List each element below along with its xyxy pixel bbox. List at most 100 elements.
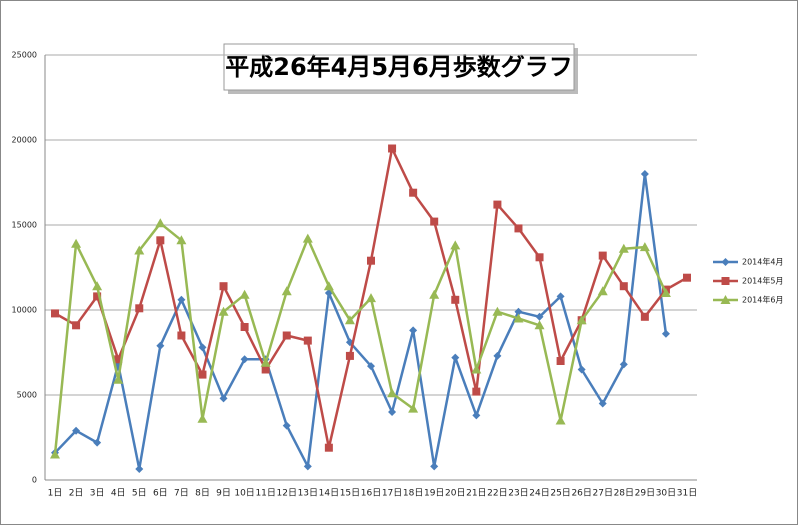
marker xyxy=(281,286,292,296)
x-tick-label: 24日 xyxy=(529,488,549,499)
y-tick-label: 0 xyxy=(32,476,37,485)
y-tick-label: 10000 xyxy=(12,306,37,315)
marker xyxy=(721,277,730,285)
marker xyxy=(177,295,186,304)
marker xyxy=(556,292,565,301)
marker xyxy=(471,364,482,374)
x-tick-label: 17日 xyxy=(382,488,402,499)
marker xyxy=(218,306,229,316)
marker xyxy=(135,304,144,313)
marker xyxy=(156,236,165,245)
marker xyxy=(261,365,270,374)
marker xyxy=(409,188,418,197)
legend-label: 2014年6月 xyxy=(742,295,783,305)
marker xyxy=(50,449,60,459)
marker xyxy=(721,258,730,266)
marker xyxy=(472,387,481,396)
marker xyxy=(640,170,649,178)
marker xyxy=(177,331,186,340)
x-tick-label: 12日 xyxy=(277,488,297,499)
marker xyxy=(240,323,249,331)
marker xyxy=(282,421,291,430)
marker xyxy=(660,288,671,297)
marker xyxy=(493,200,502,209)
marker xyxy=(619,360,628,369)
marker xyxy=(534,320,545,330)
x-tick-label: 22日 xyxy=(487,488,507,499)
x-tick-label: 23日 xyxy=(508,488,528,499)
marker xyxy=(576,315,587,325)
x-tick-label: 5日 xyxy=(132,488,147,499)
y-tick-label: 5000 xyxy=(17,391,37,400)
marker xyxy=(239,289,250,299)
marker xyxy=(598,251,607,260)
marker xyxy=(155,218,166,228)
marker xyxy=(135,464,144,473)
x-tick-label: 10日 xyxy=(234,488,254,499)
legend-label: 2014年4月 xyxy=(742,257,783,267)
marker xyxy=(219,282,228,291)
marker xyxy=(198,343,207,352)
marker xyxy=(93,292,102,301)
marker xyxy=(92,281,103,291)
marker xyxy=(429,289,440,299)
x-tick-label: 29日 xyxy=(635,488,655,499)
series-line xyxy=(54,172,668,471)
marker xyxy=(366,293,376,303)
x-tick-label: 13日 xyxy=(298,488,318,499)
x-tick-label: 9日 xyxy=(216,488,231,499)
x-tick-label: 4日 xyxy=(111,488,126,499)
marker xyxy=(219,394,228,403)
marker xyxy=(323,281,334,291)
marker xyxy=(324,443,333,452)
marker xyxy=(302,233,313,243)
marker xyxy=(409,326,418,335)
marker xyxy=(720,295,731,304)
x-tick-label: 21日 xyxy=(466,488,486,499)
marker xyxy=(71,238,82,248)
y-tick-label: 20000 xyxy=(12,136,37,145)
marker xyxy=(619,282,628,291)
x-tick-label: 11日 xyxy=(255,488,275,499)
marker xyxy=(450,240,461,250)
x-tick-label: 16日 xyxy=(361,488,381,499)
marker xyxy=(556,357,565,365)
marker xyxy=(597,286,608,296)
y-tick-label: 25000 xyxy=(12,51,37,60)
x-tick-label: 26日 xyxy=(571,488,591,499)
marker xyxy=(176,235,187,245)
series-line xyxy=(53,222,668,455)
marker xyxy=(113,374,124,384)
marker xyxy=(493,351,502,360)
x-tick-label: 15日 xyxy=(340,488,360,499)
marker xyxy=(344,315,355,325)
marker xyxy=(156,341,165,350)
marker xyxy=(535,312,544,321)
marker xyxy=(240,355,249,364)
marker xyxy=(260,357,271,367)
marker xyxy=(388,144,397,153)
x-tick-label: 14日 xyxy=(319,488,339,499)
marker xyxy=(408,403,419,413)
marker xyxy=(367,362,375,371)
marker xyxy=(683,273,691,282)
marker xyxy=(514,307,523,316)
marker xyxy=(134,245,145,255)
marker xyxy=(72,426,81,435)
x-tick-label: 27日 xyxy=(593,488,613,499)
marker xyxy=(303,462,312,471)
marker xyxy=(114,355,123,364)
marker xyxy=(198,370,207,379)
x-tick-label: 8日 xyxy=(195,488,210,499)
marker xyxy=(430,217,439,226)
marker xyxy=(282,331,291,340)
marker xyxy=(661,329,670,338)
marker xyxy=(51,309,59,318)
marker xyxy=(72,321,81,330)
marker xyxy=(388,408,397,416)
marker xyxy=(303,336,312,345)
marker xyxy=(555,415,566,425)
y-tick-label: 15000 xyxy=(12,221,37,230)
marker xyxy=(618,243,629,253)
